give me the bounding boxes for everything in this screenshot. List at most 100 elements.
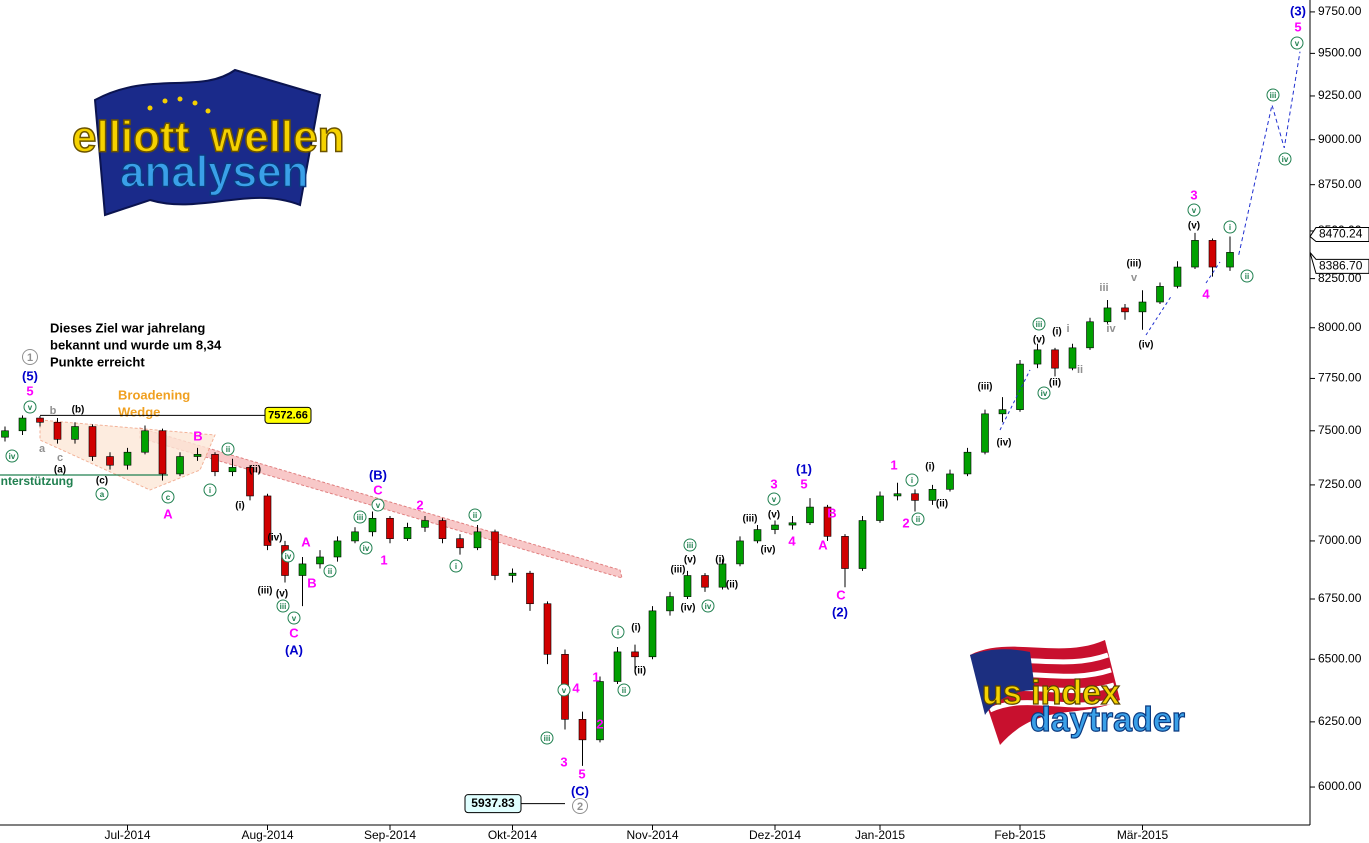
candle-body	[1, 430, 9, 438]
wave-circle	[557, 683, 571, 697]
low-value: 5937.83	[471, 796, 515, 810]
wave-circle	[701, 599, 715, 613]
wave-circle	[1032, 317, 1046, 331]
wave-label: iii	[1270, 91, 1277, 100]
candle-body	[666, 596, 674, 612]
y-tick-label: 9750.00	[1318, 4, 1362, 18]
projection-line	[1145, 294, 1173, 336]
wave-label: c	[166, 493, 171, 502]
wave-label: ii	[473, 511, 477, 520]
candle-body	[491, 531, 499, 576]
wave-label: (v)	[768, 510, 780, 521]
wave-label: c	[57, 452, 63, 464]
wave-label: (v)	[684, 555, 696, 566]
wave-circle	[1223, 220, 1237, 234]
wave-label: (iii)	[1127, 259, 1142, 270]
wave-circle	[449, 559, 463, 573]
wave-circle	[911, 512, 925, 526]
wave-label: 1	[27, 352, 33, 364]
candle-body	[946, 473, 954, 490]
wave-label: (iv)	[761, 545, 776, 556]
candle-body	[1068, 347, 1077, 369]
wave-label: v	[28, 403, 33, 412]
wave-label: iii	[687, 541, 694, 550]
wave-circle	[905, 473, 919, 487]
wave-label: (iii)	[978, 382, 993, 393]
wave-label: v	[292, 614, 297, 623]
wave-label: (iv)	[681, 603, 696, 614]
candle-body	[1121, 307, 1129, 313]
forecast-line	[1238, 51, 1301, 255]
projection-line	[1205, 261, 1221, 284]
candle-body	[403, 527, 412, 539]
y-tick-label: 7750.00	[1318, 371, 1362, 385]
logo-stripes	[973, 652, 1118, 713]
candle-body	[981, 413, 989, 453]
wave-circle	[23, 400, 37, 414]
wave-label: (i)	[925, 462, 934, 473]
candle-body	[806, 506, 814, 524]
candle-body	[123, 451, 132, 466]
wave-label: (1)	[796, 461, 812, 476]
candle-body	[141, 430, 149, 453]
low-box	[464, 794, 522, 814]
note: Dieses Ziel war jahrelang	[50, 320, 205, 335]
wave-label: iv	[363, 544, 370, 553]
wave-label: iii	[544, 734, 551, 743]
candle-body	[71, 426, 79, 440]
wave-circle	[1037, 386, 1051, 400]
candle-body	[1208, 240, 1217, 268]
candle-body	[438, 520, 447, 539]
candle-body	[928, 489, 937, 501]
wave-label: 5	[26, 383, 33, 398]
candle-body	[998, 409, 1007, 415]
candle-body	[88, 426, 97, 457]
y-tick-label: 9000.00	[1318, 132, 1362, 146]
wave-label: (i)	[1052, 327, 1061, 338]
wave-label: 2	[902, 515, 909, 530]
candle-body	[543, 603, 552, 655]
wave-label: (iv)	[268, 533, 283, 544]
wave-label: 5	[800, 476, 807, 491]
wave-label: 3	[1190, 187, 1197, 202]
wave-label: (iii)	[743, 514, 758, 525]
wave-label: (iv)	[1139, 340, 1154, 351]
y-tick-label: 6750.00	[1318, 591, 1362, 605]
wave-circle	[1187, 203, 1201, 217]
wave-label: (ii)	[249, 465, 261, 476]
wave-label: 2	[596, 716, 603, 731]
wave-label: ii	[1245, 272, 1249, 281]
candle-body	[823, 506, 832, 537]
wave-label: (a)	[54, 465, 66, 476]
wave-label: B	[827, 505, 836, 520]
y-tick-label: 7000.00	[1318, 533, 1362, 547]
y-tick-label: 7500.00	[1318, 423, 1362, 437]
candle-body	[596, 681, 604, 741]
x-tick-label: Feb-2015	[994, 828, 1046, 842]
price-flag	[1309, 227, 1369, 243]
candle-body	[36, 417, 44, 423]
wave-circle	[95, 487, 109, 501]
wave-label: b	[50, 405, 57, 417]
x-tick-label: Mär-2015	[1117, 828, 1169, 842]
wave-circle	[281, 549, 295, 563]
wave-label: iv	[1041, 389, 1048, 398]
wave-circle	[468, 508, 482, 522]
pattern-label: Broadening	[118, 387, 190, 402]
candle-body	[106, 456, 114, 466]
projection-line	[999, 369, 1031, 431]
wave-circle	[1240, 269, 1254, 283]
wave-label: i	[911, 476, 913, 485]
candle-body	[421, 520, 429, 528]
wave-circle	[22, 349, 38, 365]
y-tick-label: 9250.00	[1318, 88, 1362, 102]
x-tick-label: Aug-2014	[241, 828, 293, 842]
candle-body	[1051, 349, 1059, 369]
wave-label: (v)	[1033, 335, 1045, 346]
candle-body	[1086, 321, 1094, 349]
wave-label: (5)	[22, 368, 38, 383]
wave-label: i	[617, 628, 619, 637]
candle-body	[1156, 286, 1164, 303]
wave-label: (iii)	[258, 586, 273, 597]
